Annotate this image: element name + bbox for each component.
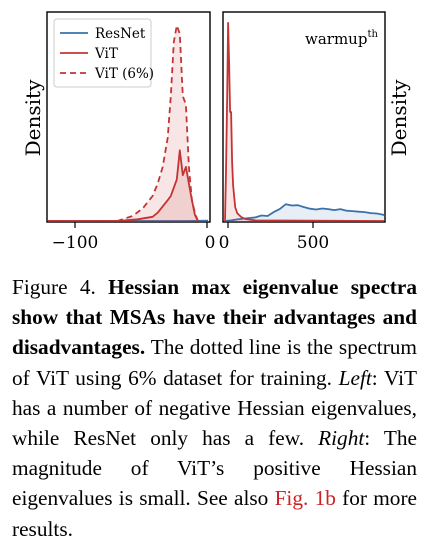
figure-caption: Figure 4. Hessian max eigenvalue spec­tr… [12, 272, 417, 544]
right-panel: 0 500 Density warmupth [219, 12, 411, 253]
right-series [225, 23, 385, 221]
annotation-base: warmup [305, 30, 367, 48]
left-xtick-label: −100 [52, 233, 99, 253]
legend-label: ViT (6%) [94, 66, 154, 82]
right-xtick-label: 500 [297, 233, 329, 253]
annotation-superscript: th [367, 29, 378, 40]
left-ylabel: Density [21, 79, 45, 156]
legend-label: ResNet [95, 26, 146, 42]
right-ylabel: Density [387, 79, 411, 156]
left-panel: −100 0 Density ResNet ViT ViT (6%) [21, 12, 215, 253]
figure-4: −100 0 Density ResNet ViT ViT (6%) 0 500… [0, 0, 427, 262]
warmup-annotation: warmupth [305, 29, 378, 48]
series-line-vit [225, 23, 385, 221]
legend-label: ViT [94, 46, 118, 62]
series-fill-vit [225, 23, 385, 221]
legend: ResNet ViT ViT (6%) [54, 19, 154, 87]
fig-1b-link[interactable]: Fig. 1b [275, 486, 336, 510]
left-xtick-label: 0 [205, 233, 216, 253]
right-xtick-label: 0 [219, 233, 230, 253]
